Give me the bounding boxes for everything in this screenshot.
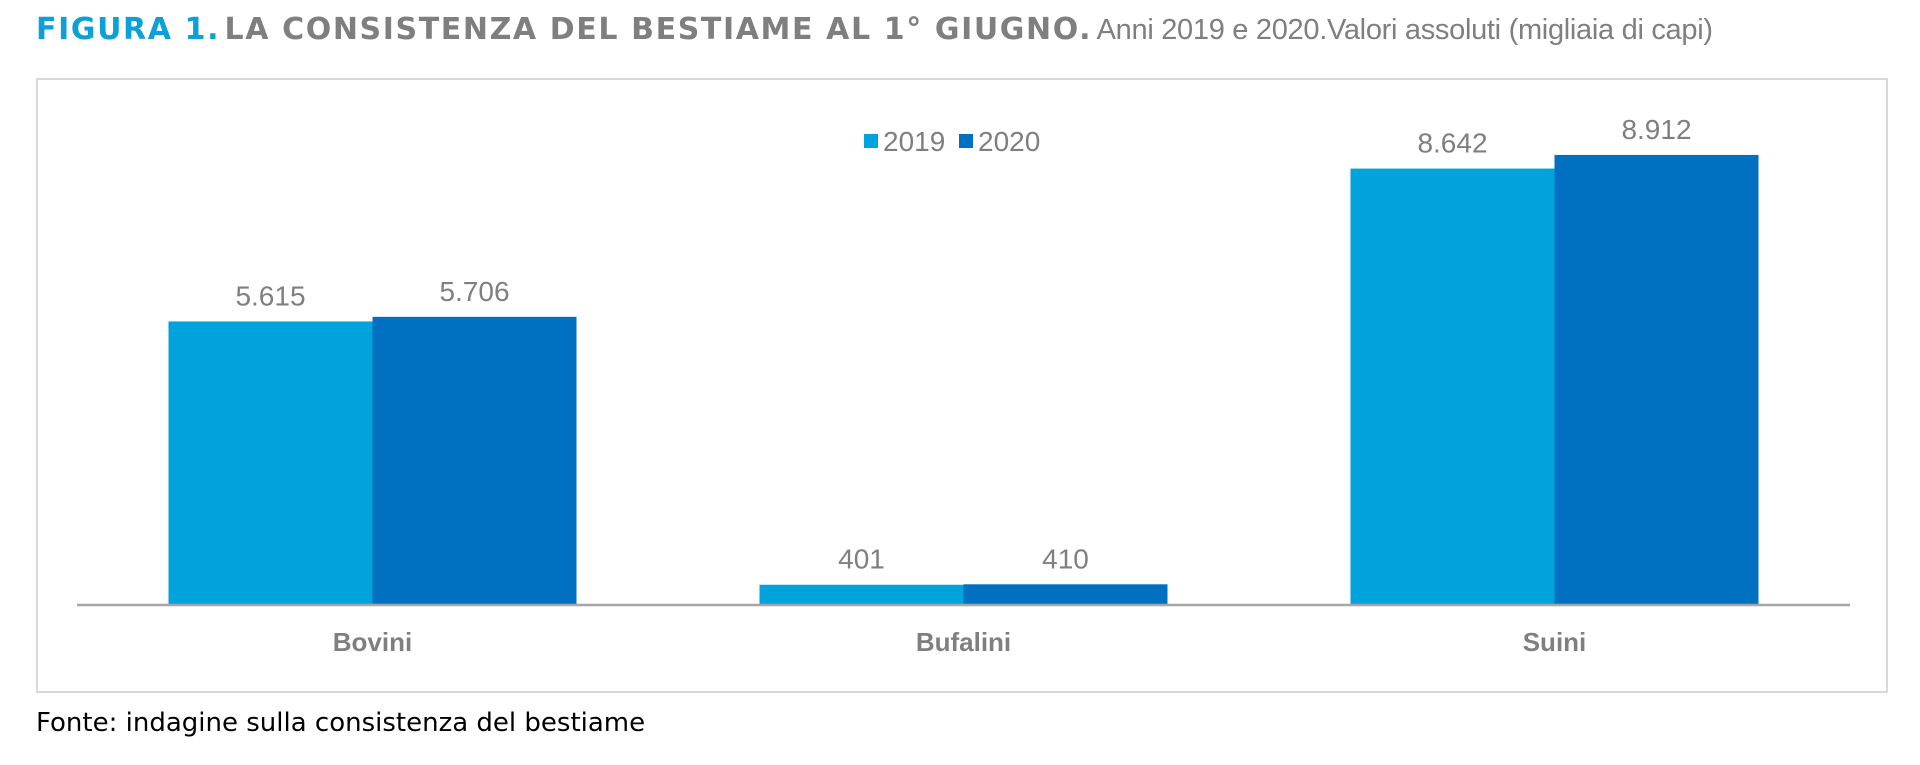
legend-label-2019: 2019 (883, 126, 945, 157)
value-label-suini-2020: 8.912 (1621, 114, 1691, 145)
category-label-bufalini: Bufalini (916, 627, 1011, 657)
value-label-bufalini-2019: 401 (838, 544, 885, 575)
figure-title: FIGURA 1. LA CONSISTENZA DEL BESTIAME AL… (36, 12, 1713, 47)
bar-suini-2020 (1554, 154, 1759, 605)
legend-swatch-2020 (959, 134, 973, 148)
legend-label-2020: 2020 (978, 126, 1040, 157)
figure-main-title: LA CONSISTENZA DEL BESTIAME AL 1° GIUGNO… (224, 12, 1093, 47)
bar-bovini-2019 (168, 321, 373, 605)
value-label-bovini-2019: 5.615 (235, 280, 305, 311)
bar-bovini-2020 (372, 316, 577, 605)
bar-suini-2019 (1350, 168, 1555, 606)
source-note: Fonte: indagine sulla consistenza del be… (36, 708, 646, 738)
legend-swatch-2019 (864, 134, 878, 148)
figure-subtitle: Anni 2019 e 2020.Valori assoluti (miglia… (1096, 14, 1713, 46)
bar-bufalini-2020 (963, 584, 1168, 605)
chart-area: 5.615 5.706 Bovini 401 410 Bufalini 8.642 8.912… (36, 78, 1888, 693)
value-label-suini-2019: 8.642 (1417, 128, 1487, 159)
category-label-suini: Suini (1523, 627, 1587, 657)
bar-bufalini-2019 (759, 584, 964, 605)
value-label-bovini-2020: 5.706 (439, 276, 509, 307)
value-label-bufalini-2020: 410 (1042, 543, 1089, 574)
category-label-bovini: Bovini (333, 627, 412, 657)
figure-label: FIGURA 1. (36, 12, 221, 47)
